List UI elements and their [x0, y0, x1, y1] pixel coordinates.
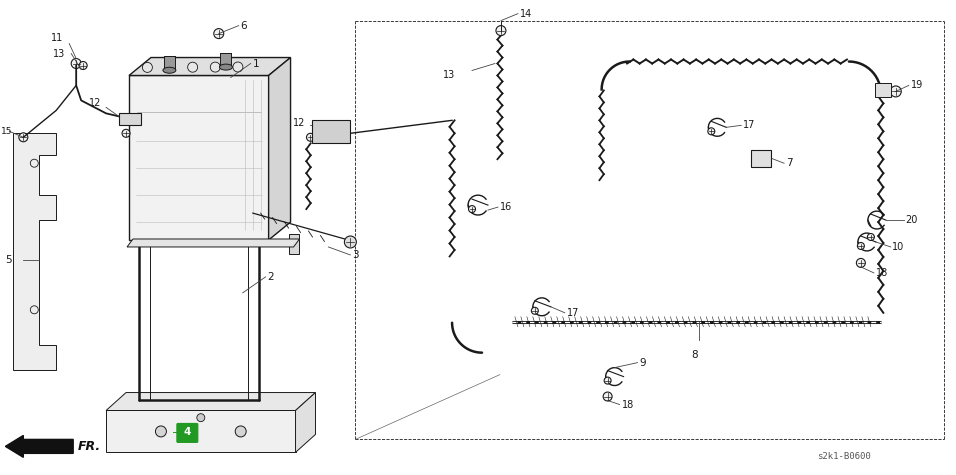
- Circle shape: [187, 62, 198, 72]
- Circle shape: [165, 62, 175, 72]
- Bar: [875, 84, 891, 97]
- Text: 13: 13: [443, 70, 455, 80]
- Text: 12: 12: [293, 118, 306, 128]
- Circle shape: [867, 234, 875, 240]
- Text: 6: 6: [241, 20, 248, 30]
- Text: 7: 7: [786, 158, 793, 168]
- FancyArrow shape: [6, 436, 74, 457]
- Circle shape: [307, 133, 315, 141]
- Circle shape: [233, 62, 243, 72]
- Circle shape: [197, 414, 205, 422]
- Text: 3: 3: [353, 250, 359, 260]
- Circle shape: [496, 26, 506, 36]
- Polygon shape: [129, 76, 269, 240]
- Bar: [221, 53, 231, 67]
- Text: 12: 12: [89, 98, 101, 108]
- Polygon shape: [269, 57, 291, 240]
- Text: 18: 18: [621, 399, 634, 409]
- Circle shape: [142, 62, 152, 72]
- Text: 2: 2: [268, 272, 274, 282]
- Circle shape: [235, 426, 247, 437]
- Circle shape: [210, 62, 220, 72]
- Text: 18: 18: [876, 268, 888, 278]
- Circle shape: [858, 242, 864, 249]
- Circle shape: [344, 236, 357, 248]
- Circle shape: [71, 58, 81, 68]
- Circle shape: [214, 28, 224, 38]
- Circle shape: [532, 307, 538, 314]
- Circle shape: [890, 86, 902, 97]
- Circle shape: [603, 392, 612, 401]
- Bar: [144, 240, 172, 245]
- Circle shape: [122, 129, 130, 137]
- Polygon shape: [295, 392, 315, 452]
- Polygon shape: [129, 57, 291, 76]
- Text: 20: 20: [905, 215, 918, 225]
- Text: 8: 8: [691, 350, 698, 360]
- Text: 17: 17: [743, 120, 755, 130]
- Polygon shape: [13, 133, 56, 370]
- Text: FR.: FR.: [78, 440, 101, 453]
- Text: 10: 10: [892, 242, 904, 252]
- Ellipse shape: [163, 67, 176, 73]
- Text: 4: 4: [184, 428, 191, 437]
- Polygon shape: [106, 392, 315, 410]
- Polygon shape: [313, 120, 351, 143]
- Text: 13: 13: [54, 48, 66, 58]
- Circle shape: [604, 377, 611, 384]
- Circle shape: [79, 62, 87, 69]
- Circle shape: [19, 133, 28, 142]
- Text: 9: 9: [640, 358, 646, 368]
- Text: 11: 11: [52, 33, 63, 43]
- Text: s2k1-B0600: s2k1-B0600: [817, 452, 871, 461]
- Polygon shape: [120, 114, 141, 125]
- Polygon shape: [127, 239, 299, 247]
- Circle shape: [857, 258, 865, 267]
- Ellipse shape: [220, 64, 232, 70]
- Text: 15: 15: [1, 127, 12, 136]
- Text: 16: 16: [500, 202, 512, 212]
- Bar: [289, 234, 298, 254]
- Text: 19: 19: [911, 80, 923, 90]
- Circle shape: [156, 426, 166, 437]
- Text: 14: 14: [520, 9, 532, 19]
- Bar: [163, 56, 175, 70]
- Text: 17: 17: [567, 308, 579, 318]
- Circle shape: [468, 206, 475, 213]
- Polygon shape: [106, 410, 295, 452]
- Bar: [194, 240, 222, 245]
- Circle shape: [707, 128, 715, 135]
- Polygon shape: [751, 150, 771, 167]
- FancyBboxPatch shape: [177, 423, 198, 442]
- Text: 1: 1: [252, 58, 259, 68]
- Text: 5: 5: [6, 255, 12, 265]
